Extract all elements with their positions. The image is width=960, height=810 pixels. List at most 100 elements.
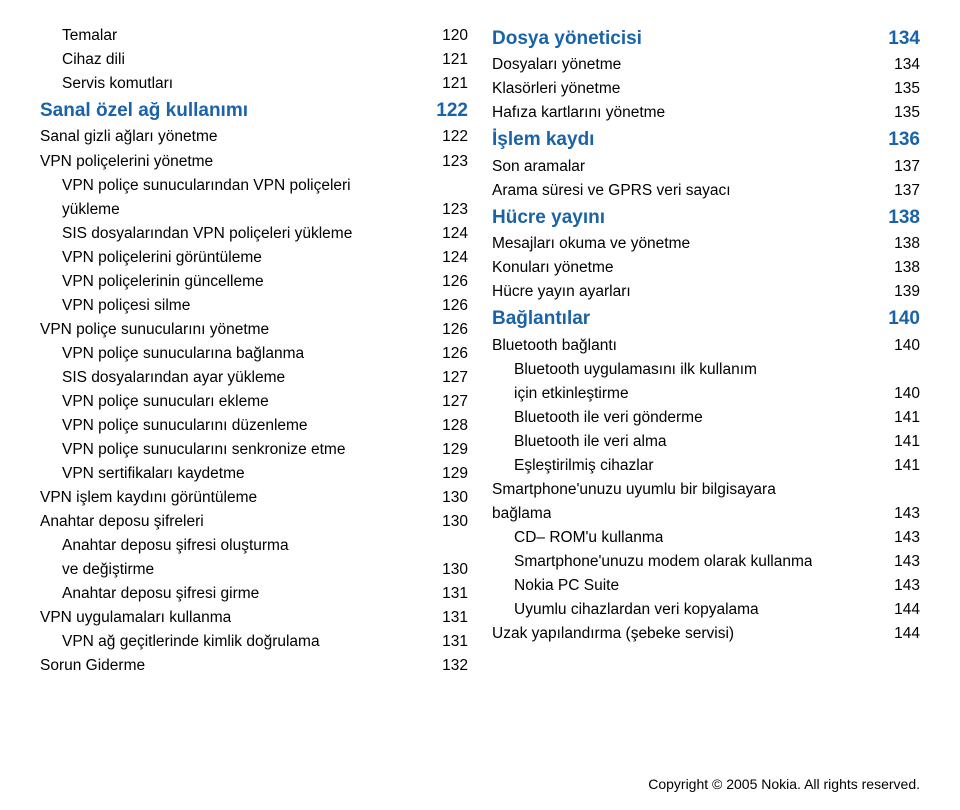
toc-entry-label: VPN sertifikaları kaydetme	[62, 462, 245, 486]
toc-entry-label: Sanal gizli ağları yönetme	[40, 125, 218, 149]
toc-entry: Dosyaları yönetme 134	[492, 53, 920, 77]
toc-entry-label: VPN poliçe sunucularına bağlanma	[62, 342, 304, 366]
toc-entry: VPN poliçelerini görüntüleme124	[40, 246, 468, 270]
toc-entry-label: Anahtar deposu şifreleri	[40, 510, 204, 534]
toc-entry: VPN poliçelerini yönetme123	[40, 150, 468, 174]
toc-entry-label: Bağlantılar	[492, 304, 590, 333]
toc-section-heading: Bağlantılar 140	[492, 304, 920, 333]
toc-entry-label: Klasörleri yönetme	[492, 77, 620, 101]
toc-entry-label: VPN poliçe sunucularını düzenleme	[62, 414, 308, 438]
toc-entry-label-line2: bağlama	[492, 502, 551, 526]
toc-entry-label: SIS dosyalarından VPN poliçeleri yükleme	[62, 222, 352, 246]
toc-entry: Sanal gizli ağları yönetme 122	[40, 125, 468, 149]
toc-entry-label: Hafıza kartlarını yönetme	[492, 101, 665, 125]
copyright-notice: Copyright © 2005 Nokia. All rights reser…	[648, 776, 920, 792]
toc-page-number: 131	[442, 606, 468, 630]
toc-entry: ve değiştirme 130	[40, 558, 468, 582]
toc-entry-label: VPN poliçe sunucularını yönetme	[40, 318, 269, 342]
toc-entry-label: Bluetooth ile veri gönderme	[514, 406, 703, 430]
toc-entry-label: İşlem kaydı	[492, 125, 594, 154]
toc-entry: yükleme123	[40, 198, 468, 222]
toc-entry: Hücre yayın ayarları 139	[492, 280, 920, 304]
toc-page-number: 135	[894, 101, 920, 125]
toc-entry-label-line1: Smartphone'unuzu uyumlu bir bilgisayara	[492, 478, 920, 502]
toc-page-number: 128	[442, 414, 468, 438]
toc-entry: VPN poliçe sunucularını yönetme126	[40, 318, 468, 342]
toc-page-number: 131	[442, 630, 468, 654]
toc-entry: Servis komutları 121	[40, 72, 468, 96]
toc-entry: Eşleştirilmiş cihazlar 141	[492, 454, 920, 478]
toc-entry-label: Bluetooth ile veri alma	[514, 430, 667, 454]
toc-page-number: 143	[894, 550, 920, 574]
toc-page-number: 136	[888, 125, 920, 154]
toc-entry-label: Sanal özel ağ kullanımı	[40, 96, 248, 125]
toc-entry: SIS dosyalarından ayar yükleme127	[40, 366, 468, 390]
toc-right-column: Dosya yöneticisi134Dosyaları yönetme134K…	[492, 24, 920, 678]
toc-entry: SIS dosyalarından VPN poliçeleri yükleme…	[40, 222, 468, 246]
toc-page-number: 120	[442, 24, 468, 48]
toc-page-number: 141	[894, 454, 920, 478]
toc-entry: VPN ağ geçitlerinde kimlik doğrulama 131	[40, 630, 468, 654]
toc-entry: VPN uygulamaları kullanma 131	[40, 606, 468, 630]
toc-entry-label-line2: ve değiştirme	[62, 558, 154, 582]
toc-page-number: 122	[442, 125, 468, 149]
toc-page-number: 137	[894, 179, 920, 203]
toc-page-number: 139	[894, 280, 920, 304]
toc-entry-label: CD– ROM'u kullanma	[514, 526, 663, 550]
toc-entry-label: Hücre yayın ayarları	[492, 280, 631, 304]
toc-left-column: Temalar120Cihaz dili121Servis komutları1…	[40, 24, 468, 678]
toc-entry: Sorun Giderme 132	[40, 654, 468, 678]
toc-entry-label: VPN poliçesi silme	[62, 294, 190, 318]
toc-section-heading: Dosya yöneticisi134	[492, 24, 920, 53]
toc-page-number: 141	[894, 406, 920, 430]
toc-page-number: 143	[894, 502, 920, 526]
toc-entry: Temalar120	[40, 24, 468, 48]
toc-entry: Uyumlu cihazlardan veri kopyalama144	[492, 598, 920, 622]
toc-entry: Klasörleri yönetme135	[492, 77, 920, 101]
toc-entry: Konuları yönetme138	[492, 256, 920, 280]
toc-page-number: 140	[894, 382, 920, 406]
toc-page-number: 126	[442, 270, 468, 294]
toc-page-number: 122	[436, 96, 468, 125]
toc-page-number: 123	[442, 150, 468, 174]
toc-columns: Temalar120Cihaz dili121Servis komutları1…	[40, 24, 920, 678]
toc-entry: Anahtar deposu şifreleri130	[40, 510, 468, 534]
toc-page-number: 138	[888, 203, 920, 232]
toc-page-number: 138	[894, 232, 920, 256]
toc-entry-label-line2: için etkinleştirme	[514, 382, 629, 406]
toc-entry: Bluetooth ile veri alma141	[492, 430, 920, 454]
toc-entry-label: Sorun Giderme	[40, 654, 145, 678]
toc-page-number: 124	[442, 222, 468, 246]
toc-entry-label: Arama süresi ve GPRS veri sayacı	[492, 179, 731, 203]
toc-page-number: 127	[442, 390, 468, 414]
toc-page-number: 140	[888, 304, 920, 333]
toc-page-number: 130	[442, 558, 468, 582]
toc-entry-label: Dosyaları yönetme	[492, 53, 621, 77]
toc-page-number: 121	[442, 72, 468, 96]
toc-entry-label: Mesajları okuma ve yönetme	[492, 232, 690, 256]
toc-page-number: 132	[442, 654, 468, 678]
toc-entry-label: VPN işlem kaydını görüntüleme	[40, 486, 257, 510]
toc-page-number: 140	[894, 334, 920, 358]
toc-entry: VPN poliçelerinin güncelleme 126	[40, 270, 468, 294]
toc-page-number: 129	[442, 462, 468, 486]
toc-entry-label: VPN ağ geçitlerinde kimlik doğrulama	[62, 630, 320, 654]
toc-page-number: 137	[894, 155, 920, 179]
toc-page-number: 126	[442, 294, 468, 318]
toc-entry: CD– ROM'u kullanma143	[492, 526, 920, 550]
toc-entry-label: Anahtar deposu şifresi girme	[62, 582, 259, 606]
toc-entry-label: Eşleştirilmiş cihazlar	[514, 454, 654, 478]
toc-entry-label: VPN poliçelerinin güncelleme	[62, 270, 264, 294]
toc-page-number: 134	[888, 24, 920, 53]
toc-entry: için etkinleştirme 140	[492, 382, 920, 406]
toc-entry: VPN poliçe sunucularına bağlanma126	[40, 342, 468, 366]
toc-entry: Mesajları okuma ve yönetme 138	[492, 232, 920, 256]
toc-page-number: 134	[894, 53, 920, 77]
toc-entry-label: Servis komutları	[62, 72, 173, 96]
toc-entry-label-line1: Anahtar deposu şifresi oluşturma	[40, 534, 468, 558]
toc-entry-label: Konuları yönetme	[492, 256, 614, 280]
toc-entry-label-line1: Bluetooth uygulamasını ilk kullanım	[492, 358, 920, 382]
toc-entry-label: VPN uygulamaları kullanma	[40, 606, 231, 630]
toc-entry-label-line2: yükleme	[62, 198, 120, 222]
toc-page-number: 130	[442, 486, 468, 510]
